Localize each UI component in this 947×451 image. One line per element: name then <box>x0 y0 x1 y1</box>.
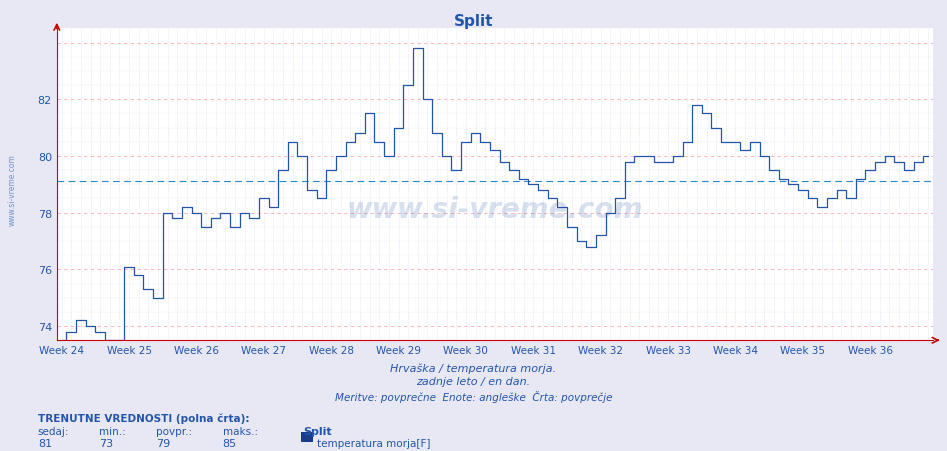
Text: zadnje leto / en dan.: zadnje leto / en dan. <box>417 377 530 387</box>
Text: TRENUTNE VREDNOSTI (polna črta):: TRENUTNE VREDNOSTI (polna črta): <box>38 413 249 423</box>
Text: 85: 85 <box>223 438 237 448</box>
Text: povpr.:: povpr.: <box>156 426 192 436</box>
Text: Hrvaška / temperatura morja.: Hrvaška / temperatura morja. <box>390 363 557 373</box>
Text: 81: 81 <box>38 438 52 448</box>
Text: maks.:: maks.: <box>223 426 258 436</box>
Text: 73: 73 <box>99 438 114 448</box>
Text: temperatura morja[F]: temperatura morja[F] <box>317 438 431 448</box>
Text: Split: Split <box>454 14 493 28</box>
Text: www.si-vreme.com: www.si-vreme.com <box>347 196 643 224</box>
Text: 79: 79 <box>156 438 170 448</box>
Text: Meritve: povprečne  Enote: angleške  Črta: povprečje: Meritve: povprečne Enote: angleške Črta:… <box>334 390 613 402</box>
Text: min.:: min.: <box>99 426 126 436</box>
Text: sedaj:: sedaj: <box>38 426 69 436</box>
Text: www.si-vreme.com: www.si-vreme.com <box>8 153 17 226</box>
Text: Split: Split <box>303 426 331 436</box>
